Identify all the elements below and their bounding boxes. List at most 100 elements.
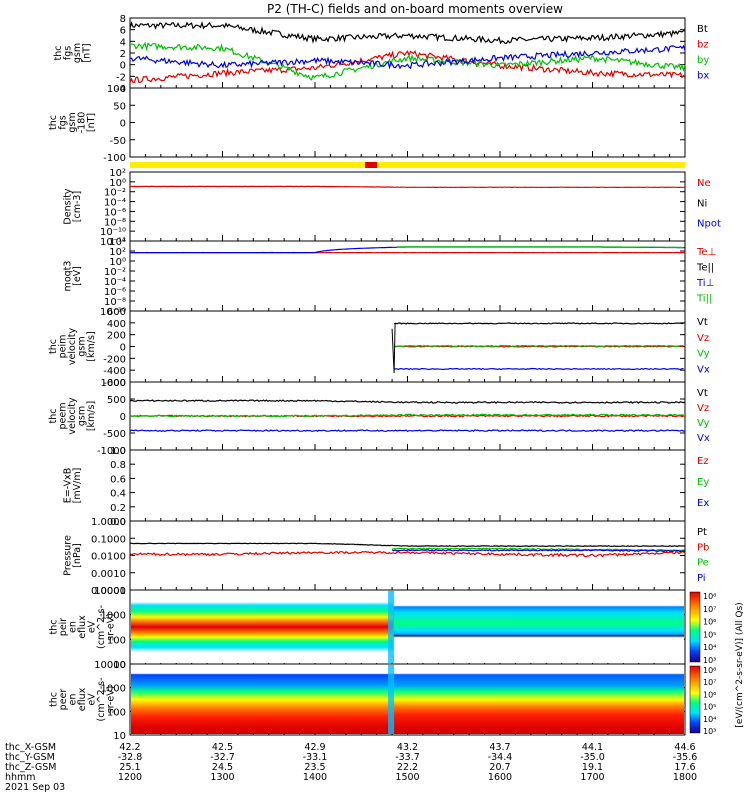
ytick-label: -2 [116, 72, 126, 83]
ylabel-line: [nPa] [72, 543, 83, 568]
ytick-label: 10² [109, 247, 126, 258]
ylabel-line: velocity [67, 328, 78, 366]
time-row-value: 1500 [395, 772, 419, 783]
ytick-label: 8 [120, 14, 126, 25]
ylabel-line: peim [58, 335, 69, 359]
ytick-label: 10⁻² [104, 188, 126, 199]
colorbar-tick: 10⁷ [703, 678, 716, 687]
panel-frame [129, 87, 686, 158]
ytick-label: 0.0001 [91, 586, 126, 597]
legend-pe: Pe [697, 558, 709, 569]
ytick-label: 1000 [101, 378, 126, 389]
legend-vt: Vt [697, 388, 708, 399]
temp-series-group [130, 246, 685, 254]
ytick-label: 500 [107, 395, 126, 406]
ytick-label: 1.0 [110, 446, 126, 457]
ytick-label: 0.8 [110, 460, 126, 471]
colorbar-2 [689, 665, 701, 734]
time-row-value: 1200 [118, 772, 142, 783]
ytick-label: 10⁰ [109, 257, 126, 268]
ylabel-line: E=-VxB [62, 468, 73, 503]
ytick-label: 200 [107, 331, 126, 342]
ylabel-line: en [68, 621, 79, 633]
ylabel-line: (cm^2-s- [96, 678, 107, 722]
ytick-label: 6 [120, 26, 126, 37]
ytick-label: 10⁻² [104, 267, 126, 278]
colorbar-tick: 10⁵ [703, 630, 716, 639]
ytick-label: 1.0000 [91, 517, 126, 528]
colorbar-tick: 10⁸ [703, 592, 716, 601]
panel-ylabel: E=-VxB[mV/m] [62, 468, 83, 504]
ytick-label: 1000 [101, 684, 126, 695]
ylabel-line: thc [49, 620, 60, 635]
series-Pt [129, 542, 685, 548]
panel-ylabel: Density[cm-3] [62, 188, 83, 224]
time-row-label: thc_Y-GSM [5, 752, 55, 763]
series-Vx [129, 429, 686, 433]
panel-ylabel: Pressure[nPa] [62, 535, 83, 576]
series-Vy [129, 413, 685, 418]
ylabel-line: (cm^2-s- [96, 605, 107, 649]
time-row-value: -34.4 [488, 752, 513, 763]
pressure-series-group [129, 542, 686, 558]
legend-npot: Npot [697, 219, 721, 230]
ytick-label: 0.0100 [91, 552, 126, 563]
legend-pt: Pt [697, 527, 707, 538]
ytick-label: 0 [120, 61, 126, 72]
ylabel-line: [km/s] [86, 401, 97, 431]
ylabel-line: [nT] [81, 43, 92, 62]
legend-bx: bx [697, 71, 709, 82]
electron-spectrogram [131, 665, 684, 734]
ylabel-line: [km/s] [86, 331, 97, 361]
ytick-label: 10⁻¹² [100, 237, 126, 248]
time-row-value: 1800 [673, 772, 697, 783]
legend-vx: Vx [697, 364, 710, 375]
ylabel-line: [eV] [72, 266, 83, 286]
panel-8: Pressure[nPa] 1.0000 0.1000 0.0100 0.0010 0.0… [62, 517, 709, 597]
legend-vx: Vx [697, 433, 710, 444]
ytick-label: 0.0 [110, 517, 126, 528]
ytick-label: -500 [103, 429, 126, 440]
quality-flag-bar [130, 162, 685, 168]
panel-ylabel: moqt3[eV] [62, 261, 83, 292]
ytick-label: 50 [113, 101, 126, 112]
colorbar-tick: 10³ [703, 656, 716, 665]
spectrogram-post [393, 591, 684, 663]
series-Pi [391, 549, 685, 553]
ylabel-line: [nT] [86, 113, 97, 132]
time-row-value: -35.0 [580, 752, 605, 763]
ytick-label: 0.0010 [91, 569, 126, 580]
series-Pb [129, 550, 686, 558]
ylabel-line: eflux [77, 687, 88, 711]
density-series-group [130, 185, 685, 189]
time-row-value: 23.5 [304, 762, 325, 773]
ylabel-line: peir [58, 618, 69, 637]
panel-stack: thcfgsgsm[nT]86420-2-4Btbzbybxthcfgsgsm-… [48, 14, 721, 742]
ylabel-line: eV [87, 693, 98, 706]
legend-bt: Bt [697, 24, 708, 35]
ylabel-line: eV [87, 620, 98, 633]
series-bz [129, 50, 686, 84]
ytick-label: 10² [109, 168, 126, 179]
colorbar-label: [eV/(cm^2-s-sr-eV)] (All Qs) [735, 602, 745, 727]
ytick-label: 10000 [94, 586, 126, 597]
spectrogram-pre [131, 665, 394, 734]
legend-pi: Pi [697, 573, 706, 584]
legend-vz: Vz [697, 403, 709, 414]
ylabel-line: thc [48, 115, 59, 130]
series-Pe [392, 547, 685, 552]
ylabel-line: peer [58, 689, 69, 711]
ytick-label: 400 [107, 319, 126, 330]
ytick-label: 0.6 [110, 474, 126, 485]
ylabel-line: eflux [77, 615, 88, 639]
fgs-series-group [129, 21, 686, 84]
legend-bz: bz [697, 40, 709, 51]
ytick-label: 10⁴ [109, 237, 126, 248]
spectrogram-pre [131, 591, 394, 663]
ytick-label: 4 [120, 37, 126, 48]
